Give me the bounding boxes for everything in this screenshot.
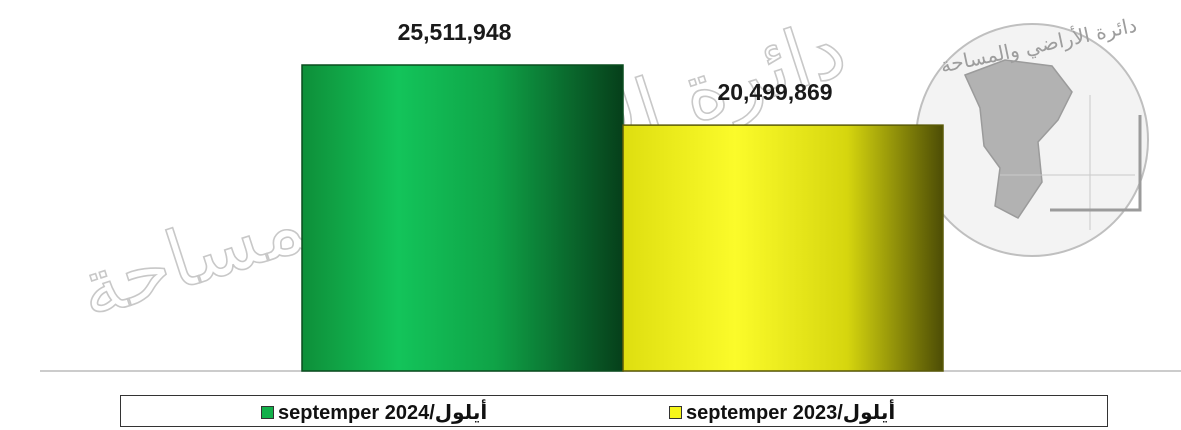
data-label-septemper-2024: 25,511,948 (398, 19, 512, 45)
legend-label-septemper-2024: septemper 2024/أيلول (278, 402, 488, 424)
bar-chart: دائرة الأراضي والمساحة دائرة الأراضي وال… (40, 0, 1181, 372)
legend-swatch-yellow (669, 406, 682, 419)
legend-item-septemper-2024: septemper 2024/أيلول (261, 400, 487, 425)
data-label-septemper-2023: 20,499,869 (717, 79, 832, 105)
legend-swatch-green (261, 406, 274, 419)
legend-label-septemper-2023: septemper 2023/أيلول (686, 402, 896, 424)
bar-septemper-2023 (622, 124, 944, 372)
seal-watermark: دائرة الأراضي والمساحة (915, 13, 1149, 257)
bar-septemper-2024 (301, 64, 624, 372)
chart-legend: septemper 2024/أيلول septemper 2023/أيلو… (120, 395, 1108, 427)
legend-item-septemper-2023: septemper 2023/أيلول (669, 400, 895, 425)
